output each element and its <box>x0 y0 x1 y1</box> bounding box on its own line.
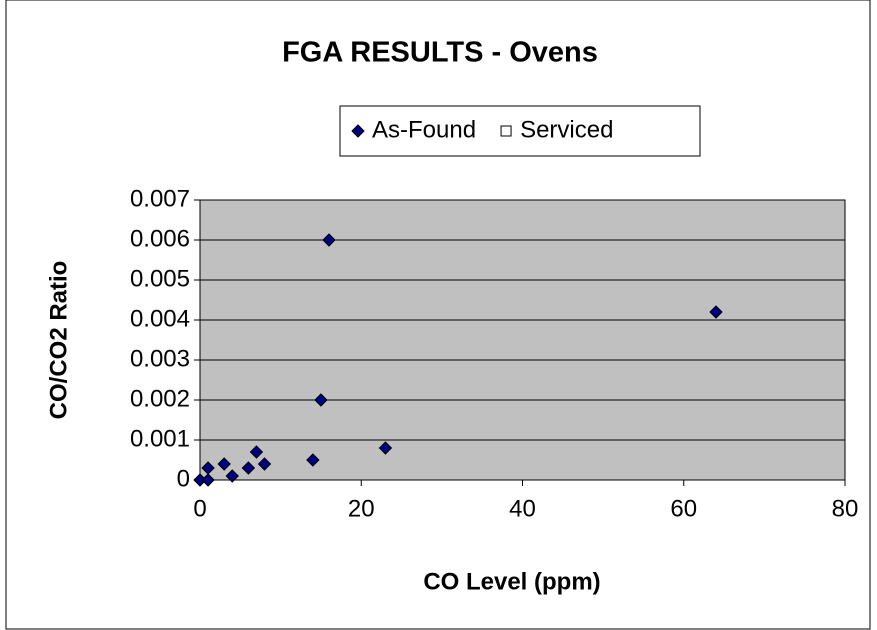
x-tick-label: 0 <box>193 495 206 522</box>
legend <box>339 105 701 157</box>
point <box>217 457 231 471</box>
plot-area <box>199 199 846 481</box>
point <box>709 305 723 319</box>
point <box>249 445 264 459</box>
y-axis-label: CO/CO2 Ratio <box>45 261 72 420</box>
x-axis-label: CO Level (ppm) <box>423 568 600 595</box>
chart-title: FGA RESULTS - Ovens <box>282 37 598 69</box>
y-tick-label: 0.004 <box>130 305 190 332</box>
point <box>225 469 239 483</box>
point <box>378 441 393 455</box>
point <box>241 461 256 475</box>
y-tick-label: 0.006 <box>130 225 190 252</box>
y-tick-label: 0.001 <box>130 425 190 452</box>
point <box>306 453 320 467</box>
point <box>257 457 272 471</box>
x-tick-label: 40 <box>509 495 536 522</box>
legend-marker <box>351 124 365 138</box>
y-tick-label: 0 <box>177 465 190 492</box>
x-tick-label: 20 <box>348 495 375 522</box>
point <box>201 473 215 487</box>
y-tick-label: 0.005 <box>130 265 190 292</box>
x-tick-label: 80 <box>832 495 859 522</box>
x-tick-label: 60 <box>670 495 697 522</box>
point <box>314 393 328 407</box>
y-tick-label: 0.007 <box>130 185 190 212</box>
legend-marker <box>500 125 512 137</box>
point <box>322 233 336 247</box>
legend-label: As-Found <box>372 116 476 143</box>
y-tick-label: 0.003 <box>130 345 190 372</box>
legend-label: Serviced <box>520 116 613 143</box>
y-tick-label: 0.002 <box>130 385 190 412</box>
